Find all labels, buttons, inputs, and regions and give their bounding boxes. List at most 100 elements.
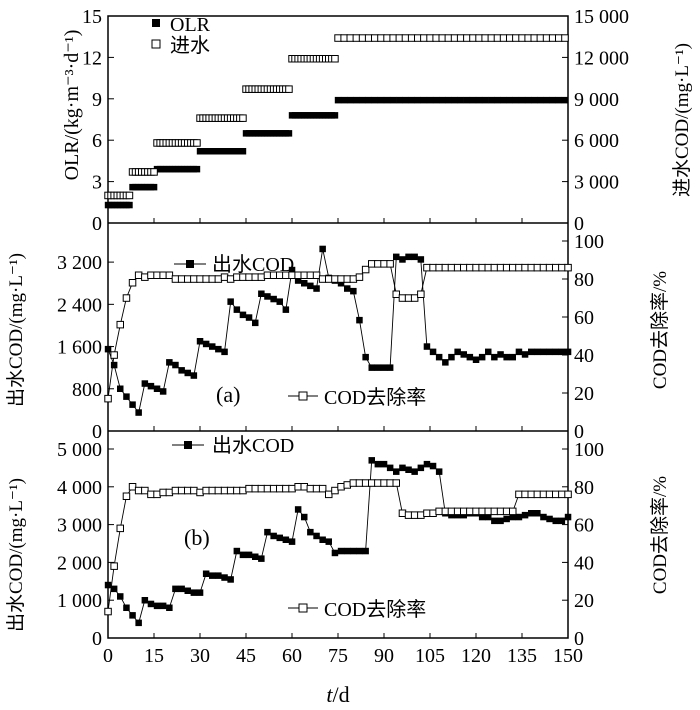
y-right-tick-label: 0 [574, 213, 584, 235]
point-open [153, 490, 161, 499]
point-open [331, 486, 339, 495]
point-open [337, 483, 345, 491]
point-filled [288, 266, 296, 274]
point-filled [209, 343, 216, 350]
point-open [334, 34, 342, 42]
point-filled [172, 361, 179, 369]
point-open [447, 263, 456, 272]
point-filled [331, 549, 339, 557]
legend-marker-olr [152, 19, 160, 27]
point-filled [239, 551, 247, 559]
y-right-tick-label: 40 [574, 345, 594, 367]
marks-layer [104, 34, 572, 627]
point-open [147, 271, 155, 279]
point-filled [344, 547, 351, 555]
point-filled [543, 96, 550, 104]
point-filled [294, 506, 302, 513]
point-open [398, 509, 407, 517]
point-filled [221, 348, 228, 356]
point-filled [448, 511, 455, 519]
point-open [171, 486, 180, 495]
point-open [125, 191, 134, 200]
y-right-tick-label: 40 [574, 552, 594, 574]
point-filled [307, 282, 314, 290]
point-open [355, 479, 364, 487]
point-filled [435, 468, 443, 475]
point-filled [402, 96, 409, 104]
point-open [392, 479, 400, 487]
point-filled [233, 306, 241, 313]
point-filled [383, 96, 391, 104]
point-filled [276, 534, 283, 542]
x-tick-label: 120 [461, 645, 491, 667]
point-filled [239, 311, 247, 319]
x-axis-title: t/d [326, 682, 349, 707]
point-open [134, 486, 143, 495]
y-left-tick-label: 9 [92, 89, 102, 111]
point-open [478, 263, 486, 272]
point-open [104, 394, 112, 403]
point-filled [491, 517, 498, 525]
point-filled [478, 353, 486, 361]
y-left-tick-label: 3 [92, 172, 102, 194]
point-filled [432, 96, 440, 104]
x-tick-label: 105 [415, 645, 445, 667]
point-open [177, 275, 186, 283]
point-open [153, 271, 161, 279]
point-filled [270, 295, 277, 303]
point-filled [558, 517, 566, 525]
point-open [318, 484, 327, 493]
point-open [444, 34, 453, 42]
legend-bot-out: 出水COD [212, 434, 294, 457]
point-filled [307, 528, 314, 536]
point-filled [393, 468, 400, 475]
point-filled [454, 348, 461, 356]
point-filled [417, 256, 425, 263]
point-open [193, 139, 201, 147]
point-filled [356, 547, 363, 555]
x-tick-label: 60 [282, 645, 302, 667]
point-filled [521, 351, 529, 358]
point-filled [147, 382, 155, 390]
point-open [386, 479, 394, 487]
point-filled [540, 348, 547, 356]
point-open [558, 490, 566, 499]
point-filled [408, 96, 415, 104]
point-filled [500, 96, 507, 104]
point-open [414, 34, 422, 42]
point-filled [166, 604, 173, 611]
point-open [552, 490, 560, 499]
point-open [545, 263, 554, 272]
point-open [251, 484, 259, 493]
point-open [564, 490, 572, 499]
point-open [490, 263, 499, 272]
point-filled [350, 287, 357, 295]
point-filled [448, 353, 455, 361]
point-open [435, 507, 443, 516]
point-filled [129, 612, 136, 619]
point-filled [521, 511, 529, 519]
point-open [343, 481, 351, 489]
point-filled [469, 96, 477, 104]
point-filled [340, 96, 348, 104]
point-filled [466, 353, 474, 361]
point-filled [126, 201, 133, 209]
point-open [300, 483, 308, 491]
point-open [141, 273, 149, 281]
point-open [190, 275, 198, 283]
point-open [134, 271, 143, 279]
point-filled [555, 96, 562, 104]
x-tick-label: 135 [507, 645, 537, 667]
point-open [343, 275, 351, 283]
point-open [404, 294, 413, 302]
point-filled [481, 96, 489, 104]
point-filled [123, 604, 130, 611]
panel-tag-a: (a) [216, 382, 240, 407]
point-open [282, 484, 290, 493]
point-filled [420, 96, 428, 104]
point-open [490, 507, 499, 516]
point-filled [215, 345, 222, 353]
point-filled [368, 364, 375, 371]
point-open [202, 275, 210, 283]
